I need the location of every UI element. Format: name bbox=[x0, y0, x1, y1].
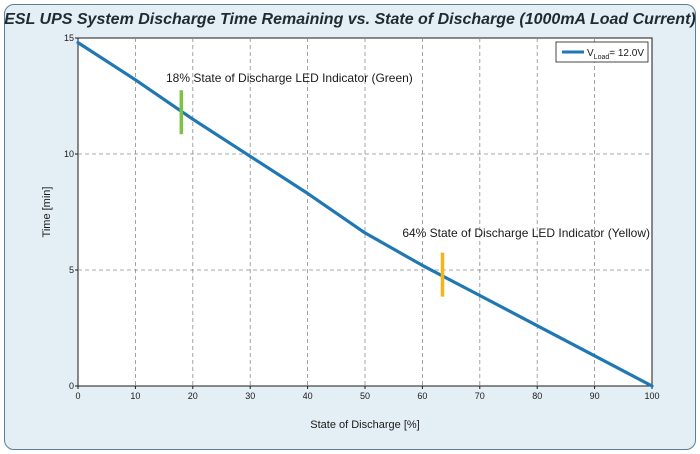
legend: VLoad= 12.0V bbox=[555, 41, 649, 63]
x-tick-label: 0 bbox=[75, 391, 80, 401]
x-tick-label: 40 bbox=[303, 391, 313, 401]
legend-label-prefix: V bbox=[587, 48, 594, 59]
indicator-label: 64% State of Discharge LED Indicator (Ye… bbox=[402, 226, 650, 240]
y-tick-label: 15 bbox=[64, 33, 74, 43]
x-tick-label: 80 bbox=[532, 391, 542, 401]
annotation-layer: 18% State of Discharge LED Indicator (Gr… bbox=[166, 71, 650, 297]
grid bbox=[78, 38, 652, 386]
legend-label: VLoad= 12.0V bbox=[587, 48, 644, 61]
x-tick-label: 50 bbox=[360, 391, 370, 401]
y-tick-label: 0 bbox=[69, 381, 74, 391]
y-axis-label: Time [min] bbox=[41, 187, 53, 238]
series-line bbox=[76, 40, 654, 388]
legend-label-sub: Load bbox=[594, 54, 610, 61]
x-tick-label: 10 bbox=[130, 391, 140, 401]
x-tick-label: 30 bbox=[245, 391, 255, 401]
legend-box bbox=[555, 41, 649, 63]
y-tick-label: 5 bbox=[69, 265, 74, 275]
indicator-label: 18% State of Discharge LED Indicator (Gr… bbox=[166, 71, 413, 85]
series-layer bbox=[76, 40, 654, 388]
chart-title: ESL UPS System Discharge Time Remaining … bbox=[4, 11, 695, 28]
x-tick-label: 90 bbox=[590, 391, 600, 401]
y-tick-label: 10 bbox=[64, 149, 74, 159]
legend-label-value: = 12.0V bbox=[609, 48, 644, 59]
x-tick-label: 70 bbox=[475, 391, 485, 401]
x-axis-label: State of Discharge [%] bbox=[310, 419, 419, 431]
x-tick-label: 20 bbox=[188, 391, 198, 401]
x-tick-label: 100 bbox=[644, 391, 659, 401]
ticks: 0 10 20 30 40 50 60 70 80 90 100 0 5 10 15 bbox=[64, 33, 660, 401]
x-tick-label: 60 bbox=[417, 391, 427, 401]
